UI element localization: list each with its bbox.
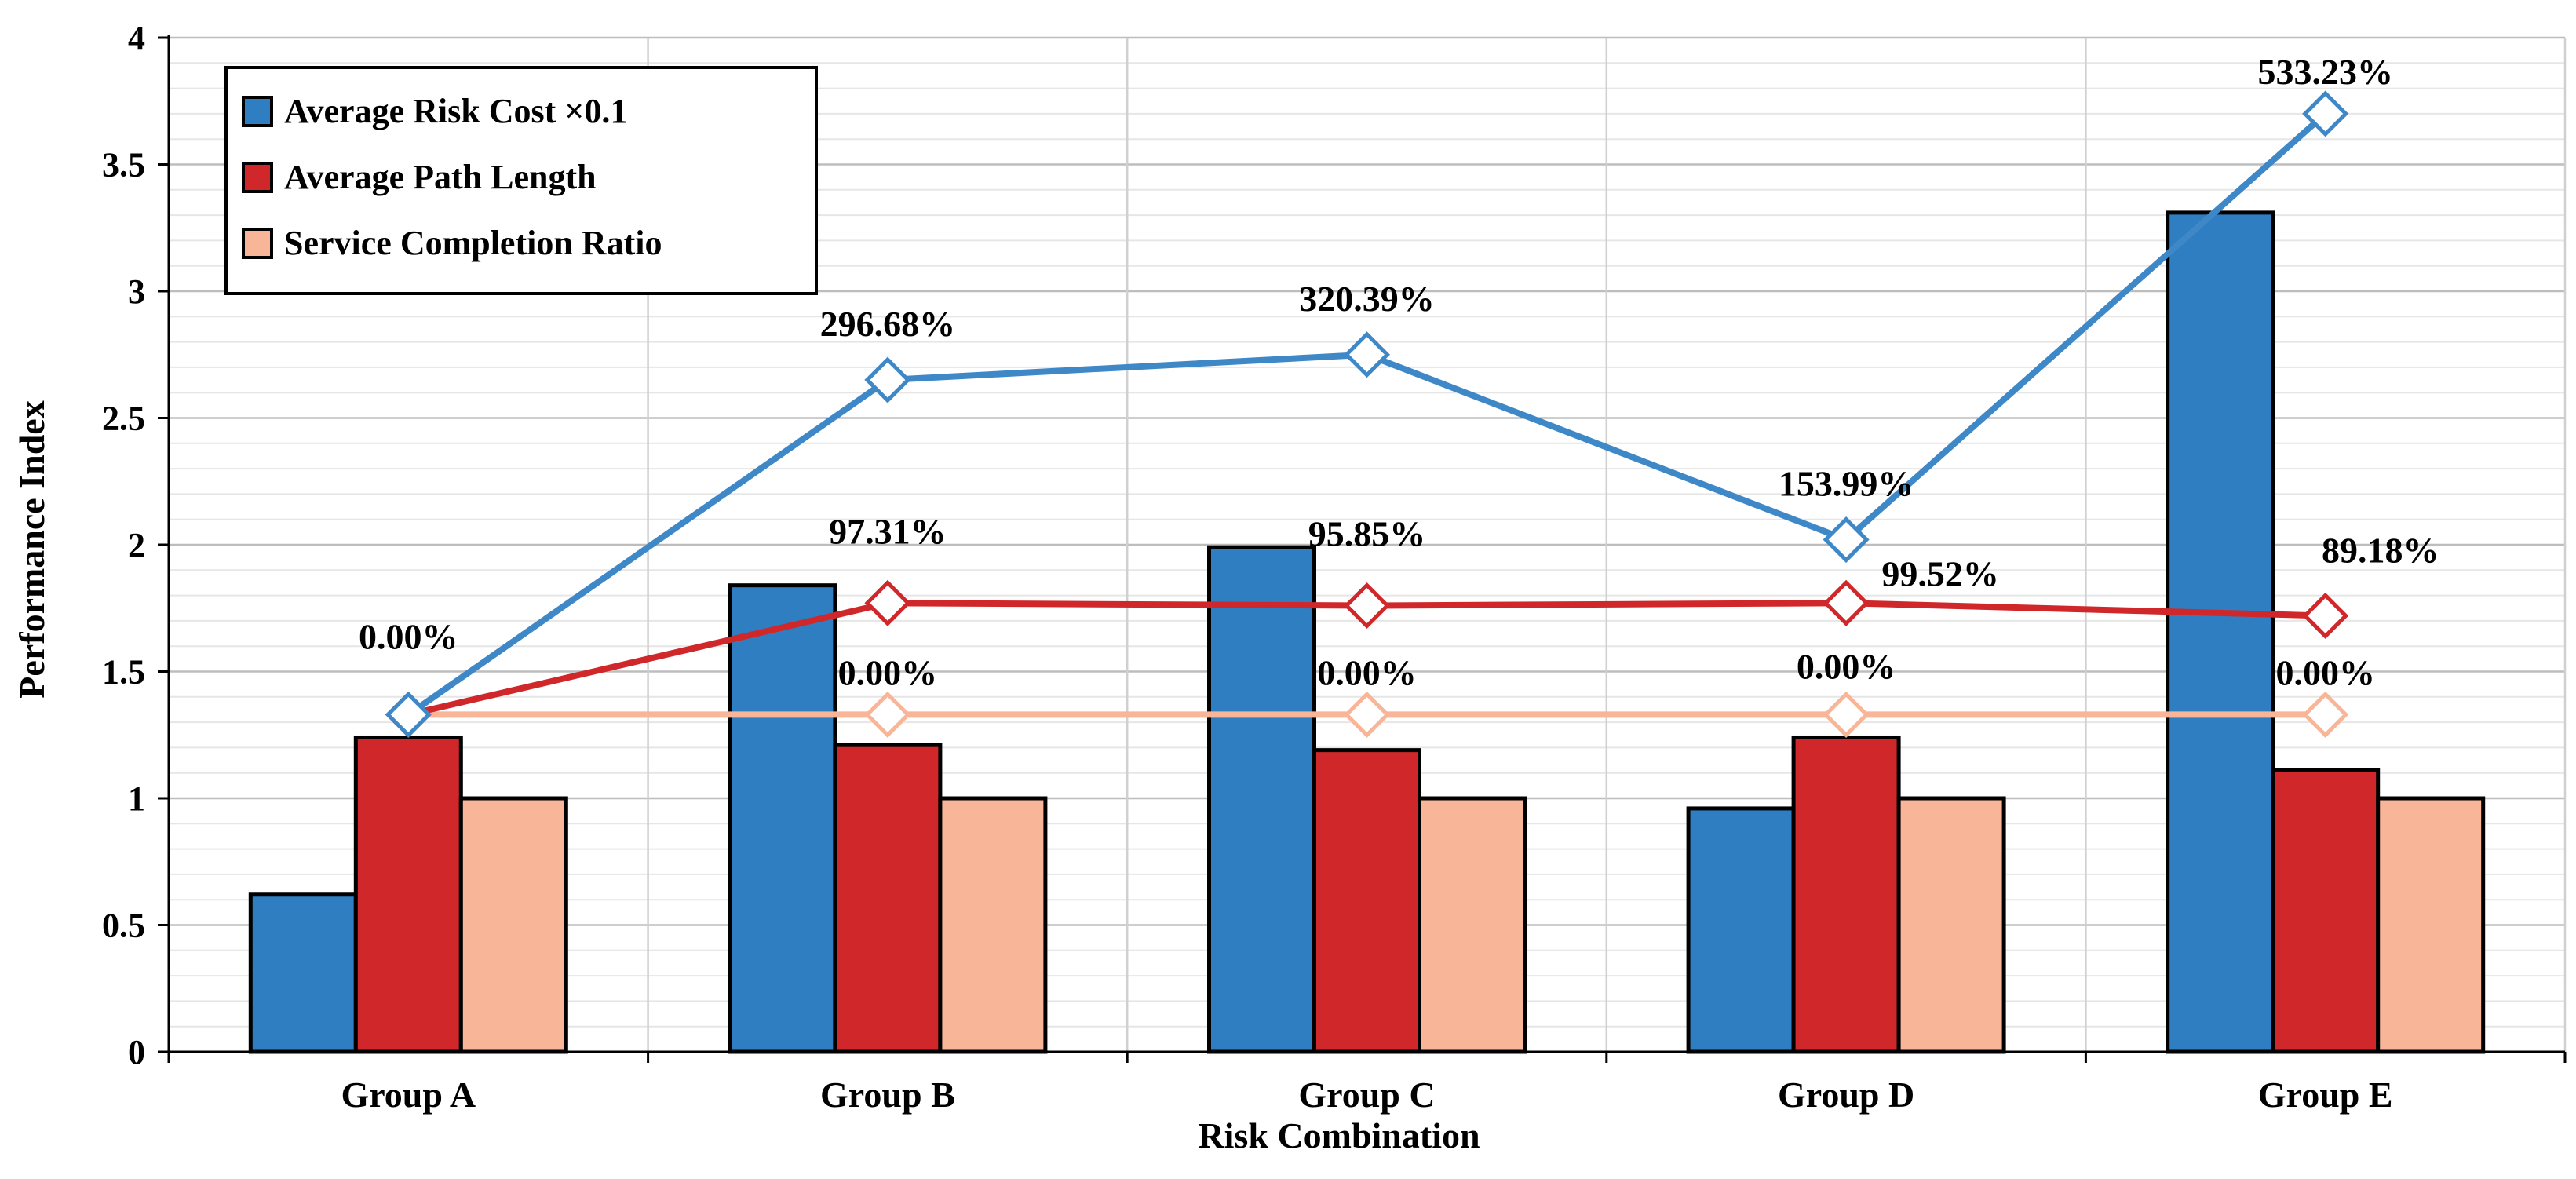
- bar-service-completion-ratio: [458, 796, 568, 1054]
- x-tick-label: Group E: [2258, 1075, 2393, 1115]
- diamond-marker: [385, 691, 432, 738]
- diamond-marker: [2302, 90, 2349, 137]
- y-tick-label: 4: [128, 19, 145, 57]
- bar-average-path-length: [1312, 748, 1421, 1054]
- bar-average-risk-cost-0-1: [248, 892, 358, 1054]
- bar-average-risk-cost-0-1: [2166, 210, 2275, 1054]
- data-label: 0.00%: [838, 652, 938, 692]
- data-label: 97.31%: [829, 511, 947, 551]
- legend-label: Average Path Length: [284, 158, 597, 196]
- data-label: 296.68%: [820, 304, 956, 344]
- x-tick-label: Group D: [1778, 1075, 1914, 1115]
- bar-service-completion-ratio: [1896, 796, 2006, 1054]
- data-label: 0.00%: [1317, 652, 1417, 692]
- bars: [248, 210, 2486, 1054]
- data-label: 0.00%: [2275, 652, 2375, 692]
- data-labels: 0.00% 296.68% 320.39% 153.99% 533.23% 97.31% 9…: [359, 52, 2439, 693]
- diamond-marker: [1823, 579, 1870, 626]
- data-label: 0.00%: [359, 616, 458, 656]
- legend: Average Risk Cost ×0.1 Average Path Lengt…: [224, 66, 818, 295]
- diamond-marker: [864, 356, 911, 403]
- legend-label: Average Risk Cost ×0.1: [284, 92, 627, 130]
- bar-average-path-length: [833, 743, 943, 1054]
- bar-service-completion-ratio: [1418, 796, 1527, 1054]
- bar-average-path-length: [1791, 735, 1901, 1054]
- y-tick-label: 2.5: [102, 400, 145, 438]
- y-tick-label: 1.5: [102, 653, 145, 692]
- data-label: 99.52%: [1881, 553, 1999, 593]
- diamond-marker: [1343, 582, 1391, 630]
- y-tick-label: 0: [128, 1033, 145, 1071]
- diamond-marker: [1343, 691, 1391, 738]
- bar-service-completion-ratio: [2376, 796, 2486, 1054]
- diamond-marker: [1343, 331, 1391, 378]
- x-axis-title: Risk Combination: [1198, 1115, 1480, 1155]
- legend-swatch: [242, 162, 273, 193]
- y-tick-label: 2: [128, 526, 145, 564]
- x-tick-label: Group A: [341, 1075, 476, 1115]
- diamond-marker: [1823, 516, 1870, 564]
- diamond-marker: [2302, 691, 2349, 738]
- data-label: 320.39%: [1299, 279, 1435, 319]
- y-tick-label: 0.5: [102, 907, 145, 945]
- legend-box: [224, 66, 818, 295]
- bar-service-completion-ratio: [938, 796, 1048, 1054]
- trend-lines: [385, 90, 2349, 738]
- data-label: 89.18%: [2322, 530, 2439, 570]
- y-axis-title: Performance Index: [12, 400, 52, 698]
- data-label: 153.99%: [1779, 464, 1914, 504]
- x-tick-label: Group B: [820, 1075, 955, 1115]
- y-tick-label: 1: [128, 779, 145, 818]
- x-tick-label: Group C: [1298, 1075, 1435, 1115]
- axes: 0 0.5 1 1.5 2 2.5 3 3.5 4 Group A Group B Group C Gr…: [102, 19, 2567, 1115]
- bar-average-path-length: [2271, 768, 2381, 1054]
- legend-swatch: [242, 228, 273, 259]
- diamond-marker: [2302, 592, 2349, 639]
- diamond-marker: [1823, 691, 1870, 738]
- diamond-marker: [864, 579, 911, 626]
- diamond-marker: [864, 691, 911, 738]
- bar-average-risk-cost-0-1: [1207, 545, 1316, 1054]
- data-label: 533.23%: [2257, 52, 2393, 92]
- bar-average-risk-cost-0-1: [728, 583, 837, 1054]
- data-label: 95.85%: [1308, 514, 1426, 554]
- data-label: 0.00%: [1797, 646, 1896, 686]
- bar-average-path-length: [353, 735, 463, 1054]
- y-tick-label: 3.5: [102, 146, 145, 184]
- legend-swatch: [242, 96, 273, 127]
- y-tick-label: 3: [128, 272, 145, 311]
- legend-label: Service Completion Ratio: [284, 224, 662, 262]
- bar-average-risk-cost-0-1: [1686, 806, 1796, 1054]
